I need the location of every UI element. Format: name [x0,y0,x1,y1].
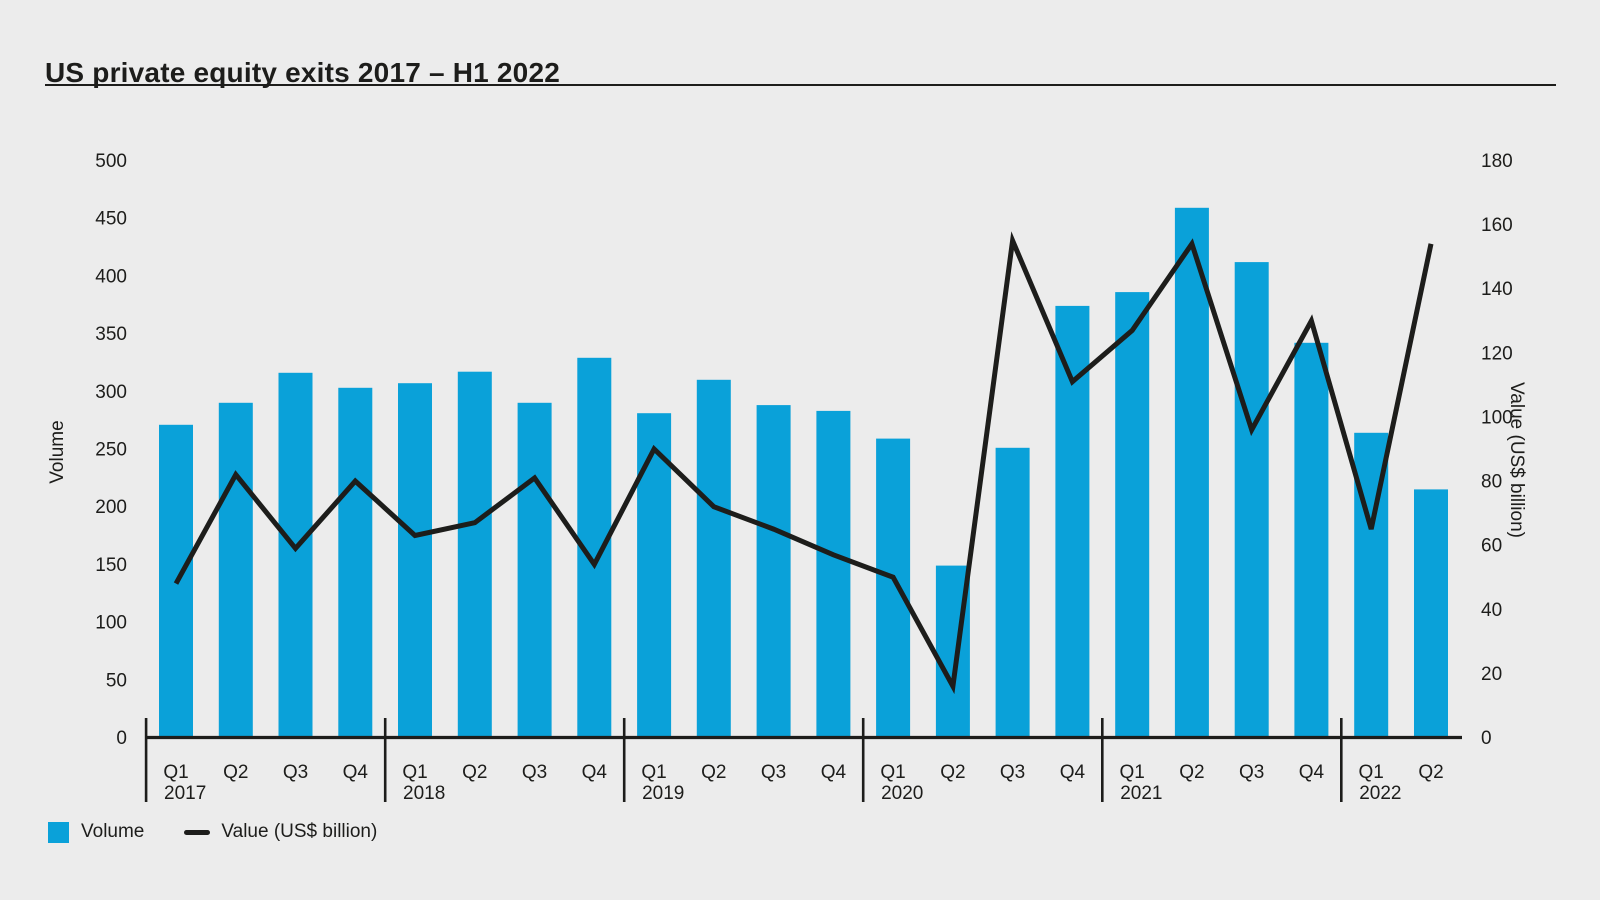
volume-bar-q1-2021 [1115,292,1150,739]
right-axis-title: Value (US$ billion) [1506,382,1527,538]
right-axis-tick-20: 20 [1481,664,1502,685]
x-tick-q4-2017: Q4 [343,762,369,783]
x-year-label-2017: 2017 [164,783,206,804]
x-tick-q1-2021: Q1 [1120,762,1145,783]
page-title: US private equity exits 2017 – H1 2022 [45,56,560,88]
left-axis-tick-250: 250 [95,440,127,461]
volume-bar-q3-2017 [278,372,313,739]
x-tick-q4-2019: Q4 [821,762,847,783]
x-tick-q2-2017: Q2 [223,762,248,783]
x-tick-q2-2019: Q2 [701,762,726,783]
x-tick-q1-2019: Q1 [641,762,666,783]
x-tick-q3-2019: Q3 [761,762,786,783]
x-year-label-2019: 2019 [642,783,684,804]
volume-bar-q2-2022 [1414,489,1448,739]
right-axis-tick-0: 0 [1481,728,1492,749]
x-tick-q1-2022: Q1 [1359,762,1384,783]
volume-bar-q1-2020 [876,438,911,739]
volume-bar-q3-2021 [1234,262,1269,739]
left-axis-tick-50: 50 [106,670,127,691]
left-axis-tick-200: 200 [95,497,127,518]
right-axis-tick-120: 120 [1481,343,1513,364]
volume-bar-q4-2017 [338,387,373,739]
left-axis-tick-0: 0 [116,728,127,749]
x-tick-q1-2017: Q1 [163,762,188,783]
right-axis-tick-60: 60 [1481,536,1502,557]
legend-value-label: Value (US$ billion) [221,821,378,842]
volume-bar-q2-2018 [457,371,492,739]
volume-bar-q2-2017 [218,402,253,739]
legend-volume-label: Volume [81,821,145,842]
x-tick-q2-2021: Q2 [1179,762,1204,783]
left-axis-tick-300: 300 [95,382,127,403]
right-axis-tick-40: 40 [1481,600,1502,621]
x-year-label-2020: 2020 [881,783,923,804]
x-tick-q3-2018: Q3 [522,762,547,783]
legend-volume-swatch [48,821,69,843]
volume-bar-q3-2018 [517,402,552,739]
value-line [173,231,1434,695]
x-year-label-2018: 2018 [403,783,445,804]
volume-bar-q2-2019 [696,379,731,739]
x-tick-q4-2021: Q4 [1299,762,1325,783]
left-axis-tick-450: 450 [95,209,127,230]
right-axis-tick-100: 100 [1481,407,1513,428]
x-tick-q1-2018: Q1 [402,762,427,783]
volume-bar-q1-2018 [398,383,432,739]
title-divider [45,84,1556,86]
x-tick-q2-2022: Q2 [1418,762,1443,783]
left-axis-tick-100: 100 [95,613,127,634]
x-tick-q1-2020: Q1 [880,762,905,783]
right-axis-tick-80: 80 [1481,472,1502,493]
x-tick-q2-2020: Q2 [940,762,965,783]
right-axis-tick-140: 140 [1481,279,1513,300]
x-tick-q3-2021: Q3 [1239,762,1264,783]
volume-bar-q3-2020 [995,447,1030,739]
left-axis-tick-400: 400 [95,266,127,287]
x-year-label-2021: 2021 [1120,783,1162,804]
x-tick-q4-2020: Q4 [1060,762,1086,783]
x-tick-q4-2018: Q4 [582,762,608,783]
volume-bar-q4-2021 [1294,342,1329,739]
left-axis-title: Volume [47,420,68,484]
left-axis-tick-150: 150 [95,555,127,576]
x-tick-q3-2020: Q3 [1000,762,1025,783]
left-axis-tick-500: 500 [95,151,127,172]
volume-bar-q3-2019 [756,405,791,739]
left-axis-tick-350: 350 [95,324,127,345]
volume-bar-q2-2021 [1174,207,1209,740]
x-tick-q3-2017: Q3 [283,762,308,783]
right-axis-tick-160: 160 [1481,215,1513,236]
volume-bar-q4-2019 [816,410,851,739]
x-year-label-2022: 2022 [1359,783,1401,804]
x-tick-q2-2018: Q2 [462,762,487,783]
right-axis-tick-180: 180 [1481,151,1513,172]
legend-value-swatch [184,829,211,835]
chart-legend: Volume Value (US$ billion) [48,821,377,843]
